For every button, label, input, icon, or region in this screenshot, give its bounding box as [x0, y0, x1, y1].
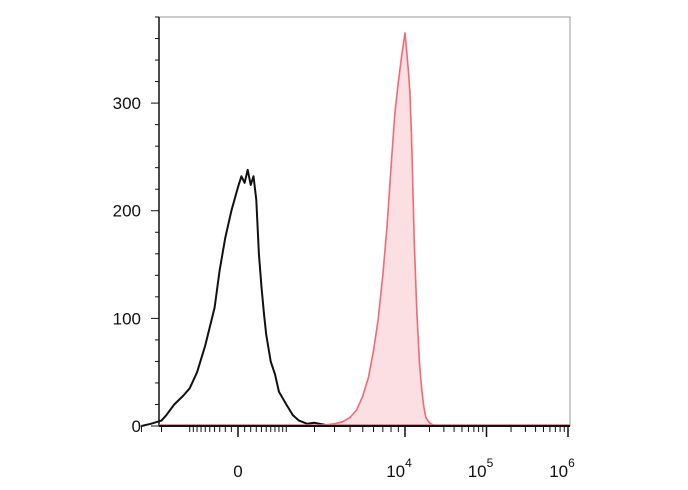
series-0-point [237, 186, 239, 188]
series-0-point [173, 403, 175, 406]
series-0-point [249, 184, 252, 186]
series-1-point [367, 376, 370, 379]
series-0-point [150, 423, 152, 425]
series-1-point [404, 32, 406, 34]
series-1-point [413, 242, 416, 244]
series-0-point [274, 373, 276, 376]
series-0-point [196, 371, 198, 374]
series-1-point [377, 317, 380, 320]
series-0-point [278, 390, 280, 393]
series-0-point [285, 403, 288, 406]
series-0-point [218, 269, 221, 271]
series-0-point [140, 425, 143, 427]
series-0-point [160, 419, 163, 422]
series-0-point [224, 236, 227, 239]
series-0-point [246, 169, 249, 171]
series-0-point [182, 395, 184, 397]
series-1-point [401, 53, 403, 56]
series-0-point [313, 422, 316, 424]
series-1-point [386, 226, 388, 228]
series-0-point [292, 414, 294, 417]
series-1-point [394, 113, 396, 115]
x-tick-label: 105 [468, 456, 494, 481]
series-1-point [342, 420, 344, 423]
x-axis: 0 104 105 106 [140, 426, 575, 481]
plot-frame [158, 16, 571, 427]
series-1-point [407, 70, 410, 72]
series-1-point [405, 50, 408, 53]
series-1-point [428, 422, 431, 424]
series-1-point [416, 312, 418, 314]
series-1-point [418, 360, 421, 363]
series-0-point [213, 306, 216, 309]
series-0-point [258, 253, 260, 255]
x-tick-label: 106 [549, 456, 575, 481]
series-0-line [141, 168, 335, 427]
series-1-point [362, 395, 364, 397]
series-0-point [165, 414, 168, 417]
series-1-point [420, 387, 423, 390]
series-layer [140, 32, 570, 427]
series-0-point [230, 209, 233, 212]
y-tick-label: 200 [113, 202, 141, 221]
y-tick-label: 100 [113, 309, 141, 328]
series-1-point [423, 405, 425, 408]
series-0-point [243, 182, 246, 184]
series-0-point [265, 333, 268, 336]
y-tick-label: 300 [113, 94, 141, 113]
series-0-point [255, 199, 258, 201]
series-1-area-fill [314, 33, 444, 426]
series-1-point [410, 134, 413, 137]
series-1-line [314, 32, 444, 427]
series-0-point [188, 387, 191, 390]
series-1-point [425, 416, 427, 419]
series-0-point [306, 423, 309, 425]
series-1-point [355, 409, 358, 411]
y-axis: 0 100 200 300 [113, 16, 160, 436]
series-0-point [263, 312, 265, 314]
series-1-point [409, 91, 411, 94]
series-0-point [204, 344, 207, 347]
series-0-point [260, 285, 263, 287]
series-1-point [382, 274, 384, 277]
series-1-point [333, 423, 336, 425]
series-1-point [349, 416, 351, 419]
x-tick-label: 104 [386, 456, 412, 481]
y-tick-label: 0 [132, 417, 141, 436]
series-0-point [269, 360, 272, 363]
series-0-point [252, 175, 255, 178]
series-1-point [412, 188, 414, 190]
series-1-point [372, 349, 375, 352]
series-1-point [397, 80, 400, 83]
x-tick-label: 0 [233, 462, 242, 481]
series-0-point [298, 419, 300, 422]
series-1-point [390, 166, 392, 169]
series-0-point [240, 175, 243, 178]
